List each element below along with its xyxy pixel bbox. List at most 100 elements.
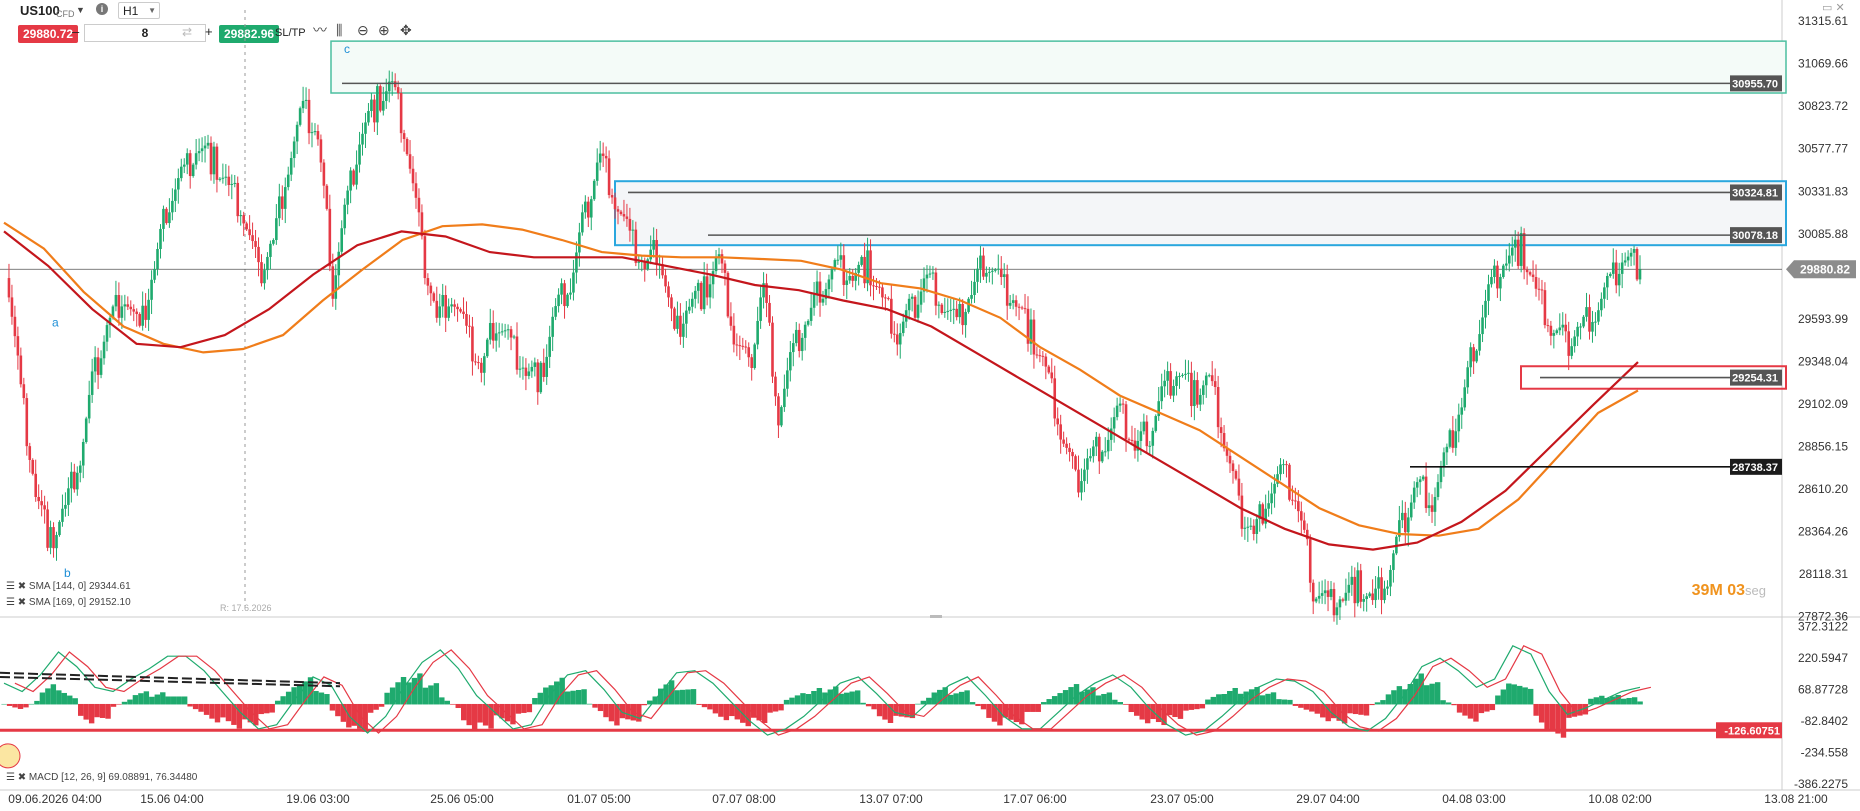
timeframe-select[interactable]: H1 ▼	[118, 2, 160, 19]
candle-body	[875, 286, 878, 288]
zoom-out-icon[interactable]: ⊖	[357, 22, 369, 38]
candle-body	[1603, 287, 1606, 299]
price-tick-label: 28610.20	[1798, 482, 1848, 496]
candle-body	[1023, 308, 1027, 310]
candle-body	[488, 323, 492, 340]
macd-histogram-bar	[958, 691, 965, 705]
candle-body	[438, 306, 442, 318]
candle-body	[670, 297, 673, 309]
candle-body	[132, 309, 136, 312]
pan-icon[interactable]: ✥	[400, 22, 412, 38]
candle-body	[497, 332, 501, 334]
macd-histogram-bar	[1292, 703, 1299, 706]
macd-histogram-bar	[1139, 703, 1145, 720]
quantity-decrease-button[interactable]: –	[72, 24, 80, 39]
candle-body	[964, 311, 967, 326]
candle-body	[405, 139, 409, 155]
quantity-input[interactable]: 8	[84, 24, 206, 42]
zoom-in-icon[interactable]: ⊕	[378, 22, 390, 38]
macd-histogram-bar	[559, 677, 565, 705]
candle-body	[1499, 277, 1502, 289]
line-chart-icon[interactable]: 〰	[313, 22, 327, 38]
candle-body	[925, 274, 929, 279]
candle-body	[346, 190, 349, 205]
macd-histogram-bar	[274, 700, 281, 705]
level-tag	[1730, 458, 1782, 475]
sell-price-button[interactable]: 29880.72	[18, 25, 79, 43]
settings-icon[interactable]: ☰ ✖	[6, 772, 29, 783]
candle-body	[744, 346, 748, 348]
macd-histogram-bar	[1013, 703, 1020, 723]
macd-histogram-bar	[641, 703, 647, 706]
candle-body	[90, 371, 94, 395]
macd-histogram-bar	[1144, 703, 1151, 724]
buy-price-button[interactable]: 29882.96	[219, 25, 280, 43]
candle-body	[1415, 482, 1419, 488]
macd-histogram-bar	[991, 703, 998, 722]
range-label: R: 17.6.2026	[220, 603, 272, 613]
candle-body	[613, 197, 617, 210]
macd-histogram-bar	[209, 703, 215, 719]
macd-panel: 372.3122 220.5947 68.87728 -82.8402 -234.558…	[0, 620, 1848, 791]
sltp-button[interactable]: SL/TP	[275, 27, 306, 39]
macd-histogram-bar	[647, 700, 653, 705]
candle-body	[738, 345, 742, 347]
quantity-increase-button[interactable]: +	[205, 24, 213, 39]
candle-body	[1371, 593, 1374, 601]
macd-histogram-bar	[772, 703, 779, 712]
candle-body	[447, 306, 450, 318]
candle-body	[515, 336, 519, 370]
symbol-dropdown-icon[interactable]: ▼	[76, 5, 85, 15]
candle-body	[1154, 416, 1158, 431]
info-icon[interactable]: i	[96, 3, 108, 15]
refresh-icon[interactable]: ⇄	[182, 25, 193, 39]
candle-body	[1032, 319, 1036, 355]
candle-body	[1421, 476, 1425, 480]
candle-body	[1083, 469, 1086, 482]
candle-body	[783, 388, 786, 408]
macd-histogram-bar	[838, 693, 844, 705]
macd-histogram-bar	[214, 703, 221, 723]
candle-body	[1507, 255, 1511, 264]
macd-histogram-bar	[1402, 689, 1408, 705]
window-controls[interactable]: ▭ ✕	[1822, 2, 1845, 14]
macd-histogram-bar	[1440, 700, 1446, 705]
macd-histogram-bar	[99, 703, 106, 718]
candle-body	[1190, 372, 1193, 407]
symbol-name[interactable]: US100	[20, 3, 60, 18]
macd-histogram-bar	[105, 703, 111, 719]
settings-icon[interactable]: ☰ ✖	[6, 597, 29, 608]
macd-histogram-bar	[603, 703, 609, 718]
candle-body	[619, 211, 623, 215]
sma-144-line	[3, 221, 1639, 537]
macd-histogram-bar	[1560, 703, 1567, 738]
candle-body	[664, 275, 667, 287]
settings-icon[interactable]: ☰ ✖	[6, 581, 29, 592]
candle-body	[295, 124, 299, 142]
candle-body	[239, 215, 243, 217]
candle-body	[1350, 576, 1354, 585]
candle-body	[679, 315, 682, 337]
candle-body	[272, 240, 275, 244]
macd-histogram-bar	[1123, 703, 1129, 705]
candle-body	[1632, 248, 1636, 253]
macd-histogram-bar	[373, 703, 379, 710]
candle-body	[1478, 334, 1481, 351]
candle-body	[471, 326, 474, 362]
candle-body	[1591, 321, 1594, 332]
legend-macd-text: MACD [12, 26, 9] 69.08891, 76.34480	[28, 772, 198, 783]
sma-169-line	[3, 230, 1639, 551]
candle-body	[254, 241, 257, 247]
candle-body	[1008, 302, 1012, 306]
macd-histogram-bar	[1522, 687, 1528, 705]
candle-body	[1314, 598, 1318, 602]
candle-body	[414, 183, 418, 198]
candle-body	[1097, 436, 1101, 462]
macd-histogram-bar	[1090, 687, 1096, 705]
candle-body	[1089, 456, 1092, 459]
macd-histogram-bar	[94, 703, 100, 718]
candle-body	[1475, 350, 1478, 362]
macd-histogram-bar	[854, 690, 861, 705]
candlestick-icon[interactable]: ⫼	[336, 22, 343, 38]
